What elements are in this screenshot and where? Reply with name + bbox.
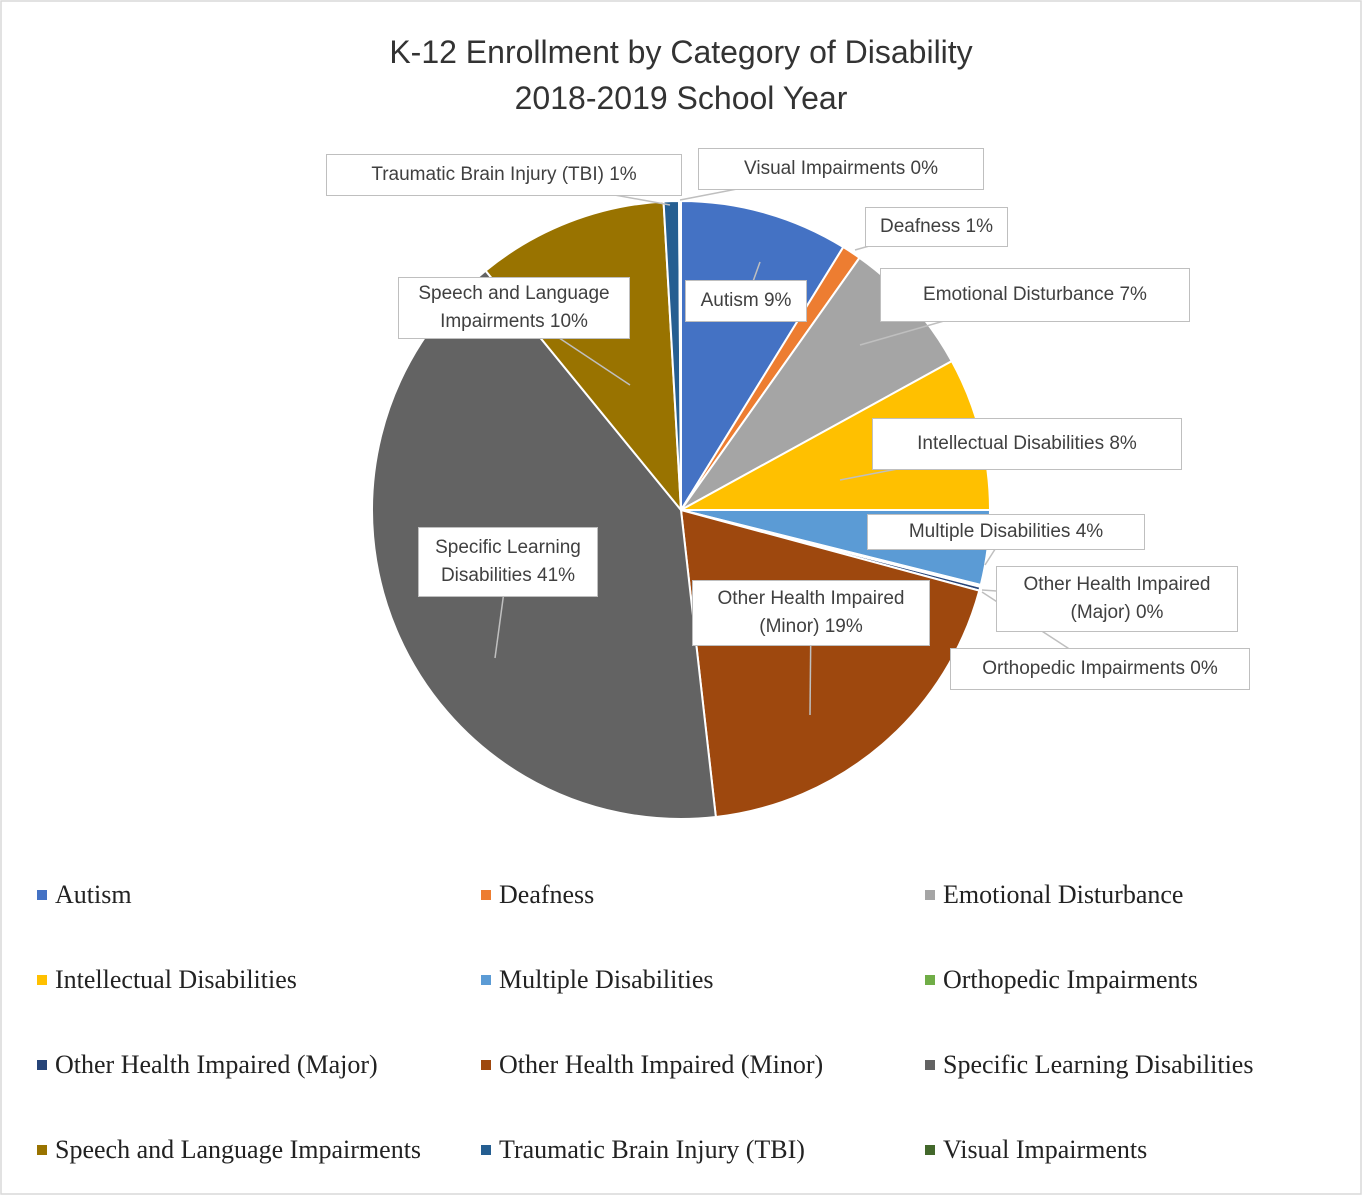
- data-label-text: Speech and Language Impairments 10%: [405, 280, 623, 336]
- label-category: Orthopedic Impairments: [982, 658, 1185, 679]
- legend-entry: Other Health Impaired (Minor): [481, 1047, 823, 1083]
- legend-entry: Deafness: [481, 877, 594, 913]
- legend-entry: Other Health Impaired (Major): [37, 1047, 378, 1083]
- data-label-text: Visual Impairments 0%: [744, 155, 938, 183]
- legend-entry: Autism: [37, 877, 132, 913]
- legend-swatch: [925, 1145, 935, 1155]
- data-label: Orthopedic Impairments 0%: [950, 648, 1250, 690]
- label-value: 41%: [537, 565, 576, 586]
- legend-swatch: [37, 975, 47, 985]
- label-category: Multiple Disabilities: [908, 521, 1071, 542]
- data-label-text: Multiple Disabilities 4%: [909, 518, 1103, 546]
- legend-label: Traumatic Brain Injury (TBI): [499, 1135, 805, 1164]
- legend-label: Other Health Impaired (Minor): [499, 1050, 824, 1079]
- data-label-text: Other Health Impaired (Minor) 19%: [699, 585, 923, 641]
- label-value: 10%: [549, 311, 588, 332]
- legend-label: Multiple Disabilities: [499, 965, 714, 994]
- label-value: 0%: [1135, 602, 1164, 623]
- legend-swatch: [481, 1145, 491, 1155]
- data-label-text: Specific Learning Disabilities 41%: [425, 534, 591, 590]
- legend-swatch: [37, 1145, 47, 1155]
- legend-entry: Emotional Disturbance: [925, 877, 1183, 913]
- data-label: Visual Impairments 0%: [698, 148, 984, 190]
- data-label-text: Orthopedic Impairments 0%: [982, 655, 1218, 683]
- legend-entry: Speech and Language Impairments: [37, 1132, 421, 1168]
- legend-entry: Specific Learning Disabilities: [925, 1047, 1253, 1083]
- legend-label: Speech and Language Impairments: [55, 1135, 422, 1164]
- legend-entry: Traumatic Brain Injury (TBI): [481, 1132, 805, 1168]
- label-category: Speech and Language Impairments: [418, 283, 610, 332]
- label-category: Other Health Impaired (Major): [1023, 574, 1211, 623]
- legend-swatch: [37, 1060, 47, 1070]
- label-category: Visual Impairments: [744, 158, 906, 179]
- legend-label: Specific Learning Disabilities: [943, 1050, 1254, 1079]
- data-label-text: Emotional Disturbance 7%: [923, 281, 1147, 309]
- data-label: Speech and Language Impairments 10%: [398, 277, 630, 339]
- label-category: Intellectual Disabilities: [917, 433, 1105, 454]
- label-category: Specific Learning Disabilities: [435, 537, 581, 586]
- label-category: Autism: [700, 290, 759, 311]
- legend-swatch: [925, 1060, 935, 1070]
- legend-label: Intellectual Disabilities: [55, 965, 297, 994]
- legend-swatch: [925, 975, 935, 985]
- data-label: Other Health Impaired (Minor) 19%: [692, 580, 930, 646]
- data-label-text: Intellectual Disabilities 8%: [917, 430, 1137, 458]
- data-label: Emotional Disturbance 7%: [880, 268, 1190, 322]
- label-category: Other Health Impaired (Minor): [717, 588, 905, 637]
- chart-title: K-12 Enrollment by Category of Disabilit…: [389, 34, 973, 70]
- legend-label: Visual Impairments: [943, 1135, 1148, 1164]
- label-value: 9%: [763, 290, 792, 311]
- label-value: 8%: [1109, 433, 1137, 454]
- data-label: Deafness 1%: [865, 207, 1008, 247]
- chart-subtitle: 2018-2019 School Year: [514, 80, 848, 116]
- legend-entry: Intellectual Disabilities: [37, 962, 297, 998]
- data-label: Multiple Disabilities 4%: [867, 514, 1145, 550]
- data-label-text: Autism 9%: [701, 287, 792, 315]
- data-label-text: Other Health Impaired (Major) 0%: [1003, 571, 1231, 627]
- label-value: 0%: [910, 158, 938, 179]
- label-category: Traumatic Brain Injury (TBI): [371, 164, 604, 185]
- legend-entry: Visual Impairments: [925, 1132, 1147, 1168]
- legend-swatch: [481, 975, 491, 985]
- data-label: Traumatic Brain Injury (TBI) 1%: [326, 154, 682, 196]
- legend-swatch: [481, 890, 491, 900]
- data-label: Autism 9%: [685, 280, 807, 322]
- legend-label: Emotional Disturbance: [943, 880, 1184, 909]
- data-label: Other Health Impaired (Major) 0%: [996, 566, 1238, 632]
- legend-entry: Orthopedic Impairments: [925, 962, 1198, 998]
- legend-label: Deafness: [499, 880, 595, 909]
- label-value: 7%: [1119, 284, 1147, 305]
- legend-swatch: [925, 890, 935, 900]
- legend-label: Orthopedic Impairments: [943, 965, 1198, 994]
- legend-label: Autism: [55, 880, 132, 909]
- label-value: 0%: [1190, 658, 1218, 679]
- pie-slice: [678, 199, 682, 511]
- label-value: 1%: [609, 164, 637, 185]
- legend-swatch: [481, 1060, 491, 1070]
- label-value: 4%: [1075, 521, 1104, 542]
- pie-slice: [680, 199, 845, 514]
- legend-swatch: [37, 890, 47, 900]
- data-label: Specific Learning Disabilities 41%: [418, 527, 598, 597]
- label-category: Emotional Disturbance: [923, 284, 1115, 305]
- legend-entry: Multiple Disabilities: [481, 962, 714, 998]
- label-value: 19%: [824, 616, 863, 637]
- label-value: 1%: [965, 216, 994, 237]
- data-label-text: Traumatic Brain Injury (TBI) 1%: [371, 161, 636, 189]
- legend-label: Other Health Impaired (Major): [55, 1050, 378, 1079]
- data-label: Intellectual Disabilities 8%: [872, 418, 1182, 470]
- label-category: Deafness: [879, 216, 961, 237]
- data-label-text: Deafness 1%: [880, 213, 993, 241]
